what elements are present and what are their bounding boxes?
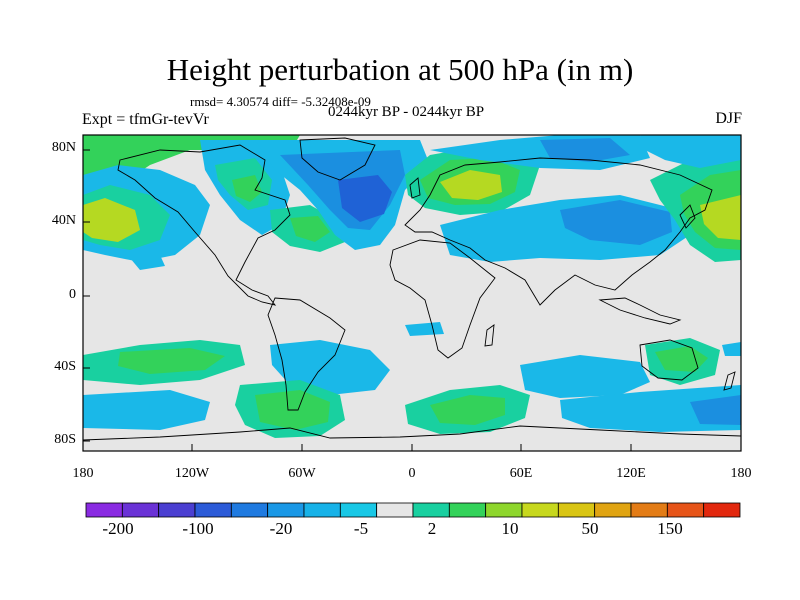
x-tick-label: 60W	[288, 466, 316, 481]
field-blob	[118, 348, 225, 374]
y-tick-label: 40S	[54, 359, 76, 374]
y-tick-label: 80S	[54, 432, 76, 447]
colorbar-label: -5	[353, 519, 369, 538]
x-tick-label: 60E	[509, 466, 533, 481]
colorbar-label: -200	[102, 519, 134, 538]
colorbar	[85, 502, 741, 518]
new-zealand-coast	[723, 371, 736, 391]
colorbar-swatch	[158, 502, 196, 518]
field-blob	[440, 170, 502, 200]
greenland-coast	[299, 137, 376, 181]
y-tick-label: 80N	[51, 140, 76, 155]
x-tick-label: 180	[72, 466, 94, 481]
colorbar-label: -100	[182, 519, 214, 538]
x-tick-label: 120E	[616, 466, 646, 481]
y-tick-label: 40N	[51, 213, 76, 228]
y-tick-label: 0	[69, 287, 76, 302]
colorbar-swatch	[267, 502, 305, 518]
colorbar-swatch	[485, 502, 523, 518]
field-blob	[83, 390, 210, 430]
colorbar-swatch	[303, 502, 341, 518]
eurasia-coast	[404, 157, 713, 306]
field-blob	[338, 175, 392, 222]
x-tick-label: 0	[408, 466, 416, 481]
colorbar-swatch	[521, 502, 559, 518]
madagascar-coast	[484, 324, 495, 347]
colorbar-swatch	[230, 502, 269, 518]
colorbar-swatch	[703, 502, 741, 518]
colorbar-swatch	[448, 502, 487, 518]
uk-coast	[409, 177, 421, 199]
colorbar-swatch	[194, 502, 232, 518]
stats-text: rmsd= 4.30574 diff= -5.32408e-09	[190, 94, 371, 109]
north-america-coast	[117, 144, 291, 306]
field-blob	[700, 195, 741, 240]
map-field	[83, 135, 741, 451]
colorbar-swatch	[557, 502, 596, 518]
field-blob	[430, 395, 505, 425]
colorbar-label: 50	[581, 519, 599, 538]
colorbar-swatch	[666, 502, 705, 518]
experiment-label: Expt = tfmGr-tevVr	[82, 111, 209, 128]
field-blob	[232, 175, 262, 202]
field-blob	[560, 200, 672, 245]
colorbar-swatch	[630, 502, 668, 518]
axis-ticks	[82, 149, 742, 451]
colorbar-swatch	[85, 502, 123, 518]
field-blob	[560, 385, 741, 432]
field-blob	[655, 346, 708, 372]
field-blob	[640, 135, 741, 168]
field-blob	[540, 138, 630, 162]
colorbar-label: 10	[501, 519, 519, 538]
x-tick-label: 180	[730, 466, 752, 481]
japan-coast	[679, 204, 696, 229]
antarctica-coast	[83, 425, 741, 441]
colorbar-swatch	[412, 502, 450, 518]
field-blob	[722, 342, 741, 356]
colorbar-swatch	[121, 502, 160, 518]
indonesia-coast	[598, 297, 682, 325]
colorbar-swatch	[339, 502, 378, 518]
field-blob	[290, 216, 330, 242]
colorbar-swatch	[594, 502, 632, 518]
map-subtitle: 0244kyr BP - 0244kyr BP	[327, 104, 485, 120]
field-blob	[520, 355, 650, 398]
colorbar-swatch	[376, 502, 414, 518]
map-title: Height perturbation at 500 hPa (in m)	[166, 52, 634, 87]
colorbar-label: 2	[427, 519, 437, 538]
colorbar-label: 150	[657, 519, 683, 538]
africa-coast	[389, 239, 496, 359]
field-blob	[130, 255, 165, 270]
season-label: DJF	[715, 110, 742, 127]
south-america-coast	[267, 297, 346, 411]
australia-coast	[639, 339, 699, 381]
x-tick-label: 120W	[174, 466, 210, 481]
field-blob	[83, 198, 140, 242]
coastlines	[83, 137, 741, 441]
colorbar-label: -20	[269, 519, 293, 538]
field-blob	[690, 395, 741, 425]
